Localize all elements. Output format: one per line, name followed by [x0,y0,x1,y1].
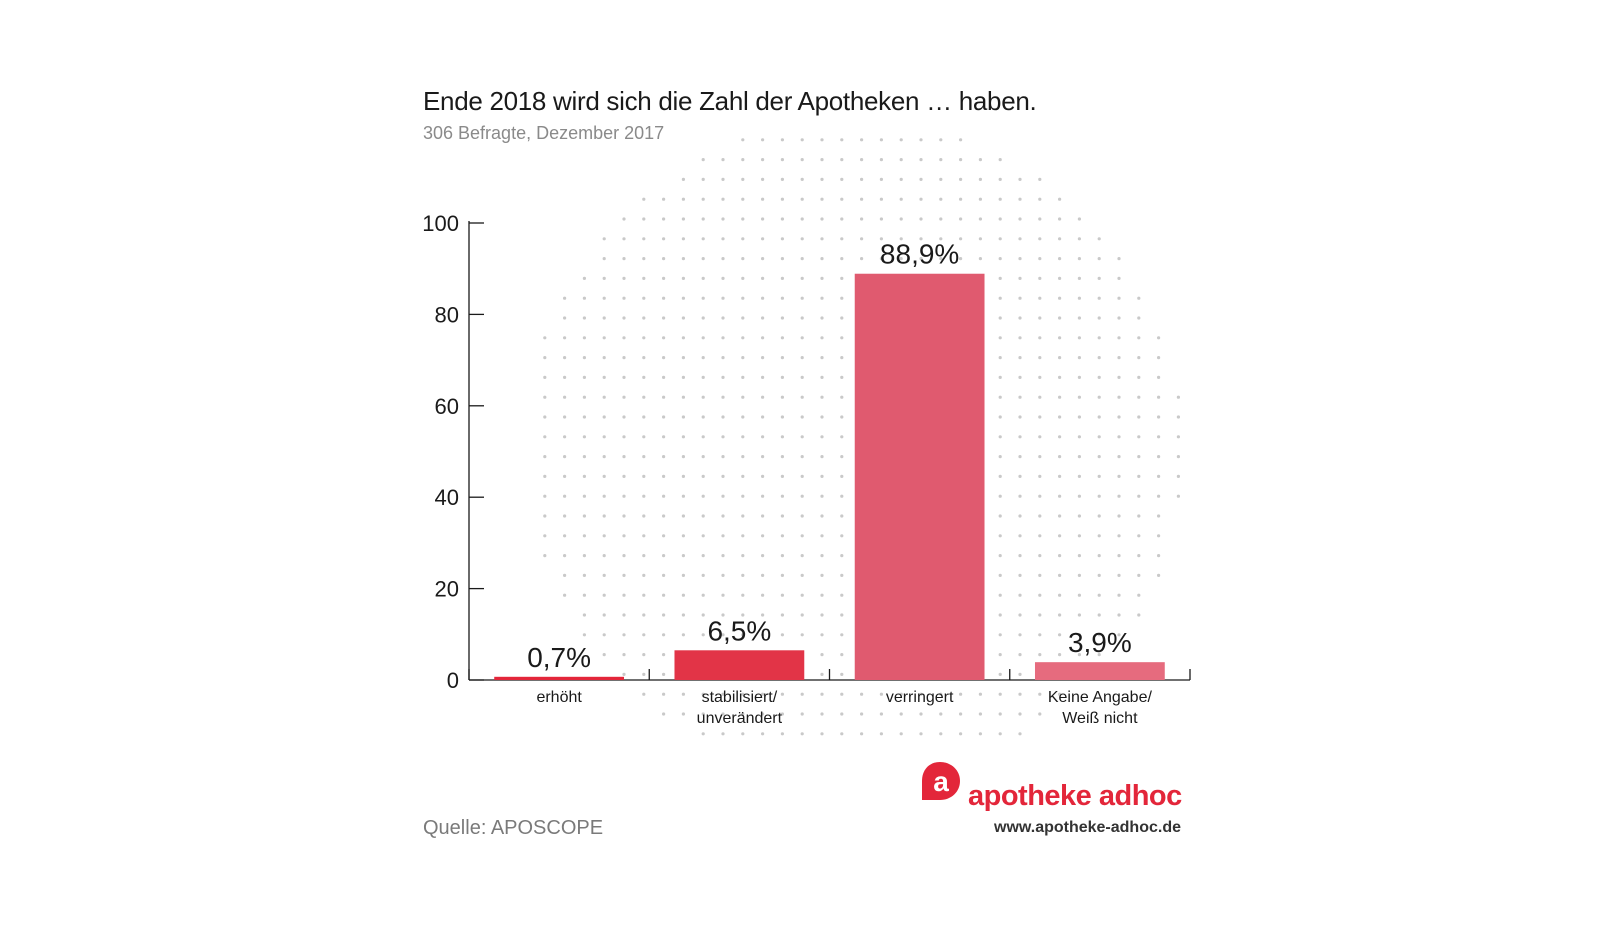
category-label-4-line-1: Keine Angabe/ [1048,689,1153,706]
chart-title: Ende 2018 wird sich die Zahl der Apothek… [423,86,1037,116]
category-label-2-line-2: unverändert [697,710,783,727]
bar-4 [1034,662,1165,680]
y-tick-label-0: 0 [447,668,459,693]
value-label-2: 6,5% [707,615,771,646]
bar-2 [674,650,805,680]
category-label-2-line-1: stabilisiert/ [702,689,778,706]
svg-text:a: a [933,766,949,797]
y-tick-label-100: 100 [422,211,459,236]
y-tick-label-80: 80 [435,302,459,327]
value-label-3: 88,9% [880,239,959,270]
category-label-4-line-2: Weiß nicht [1062,710,1138,727]
brand-name: apotheke adhoc [968,780,1182,812]
category-label-1-line-1: erhöht [536,689,582,706]
brand-url[interactable]: www.apotheke-adhoc.de [994,819,1181,836]
bar-1 [494,676,625,680]
bars [494,273,1165,680]
bar-3 [854,273,985,680]
value-label-4: 3,9% [1068,627,1132,658]
y-tick-label-40: 40 [435,485,459,510]
category-label-3-line-1: verringert [886,689,954,706]
source-note: Quelle: APOSCOPE [423,817,604,839]
axes: 0 20 40 60 80 100 [422,211,1191,693]
y-tick-label-60: 60 [435,394,459,419]
labels: 0,7% erhöht 6,5% stabilisiert/unverändert 88… [527,239,1152,727]
brand-logo[interactable]: a apotheke adhoc www.apotheke-adhoc.de [918,760,1188,840]
value-label-1: 0,7% [527,642,591,673]
chart-subtitle: 306 Befragte, Dezember 2017 [423,123,665,143]
y-tick-label-20: 20 [435,577,459,602]
brand-mark-icon: a [922,762,960,800]
